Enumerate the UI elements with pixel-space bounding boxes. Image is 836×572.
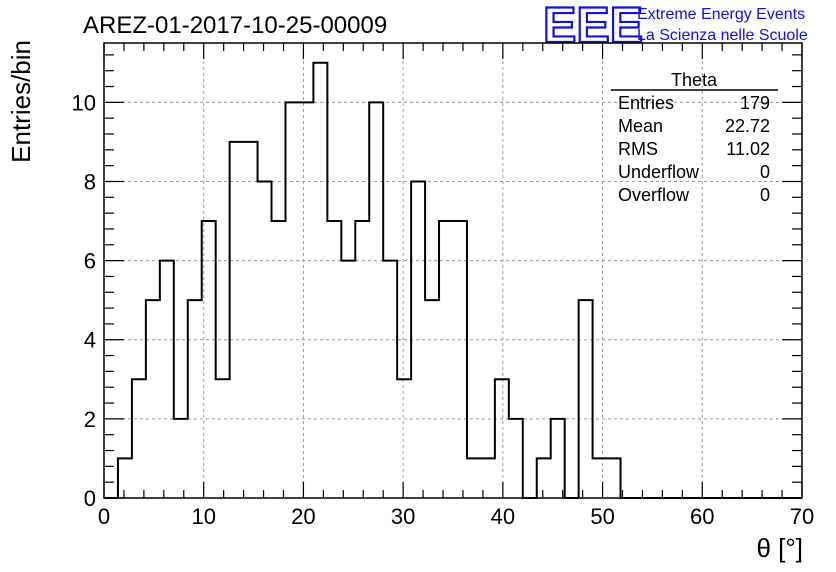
logo-mark: EEE	[543, 0, 643, 53]
axis-ticks	[103, 43, 803, 499]
y-axis-title: Entries/bin	[6, 40, 36, 163]
x-tick-label: 30	[391, 504, 415, 529]
y-tick-label: 10	[72, 90, 96, 115]
stats-value: 0	[760, 162, 770, 182]
logo: EEE Extreme Energy Events La Scienza nel…	[542, 0, 808, 54]
logo-line-1: Extreme Energy Events	[637, 6, 805, 23]
stats-label: Entries	[618, 93, 674, 113]
y-tick-label: 2	[84, 407, 96, 432]
x-tick-labels: 0 10 20 30 40 50 60 70	[98, 504, 814, 529]
stats-label: Overflow	[618, 185, 690, 205]
x-tick-label: 40	[491, 504, 515, 529]
stats-value: 179	[740, 93, 770, 113]
stats-label: RMS	[618, 139, 658, 159]
stats-value: 22.72	[725, 116, 770, 136]
stats-value: 0	[760, 185, 770, 205]
y-tick-labels: 0 2 4 6 8 10	[72, 90, 96, 511]
x-axis-title: θ [°]	[756, 533, 803, 563]
stats-value: 11.02	[726, 139, 770, 159]
stats-title: Theta	[671, 70, 718, 90]
x-tick-label: 60	[690, 504, 714, 529]
x-tick-label: 0	[98, 504, 110, 529]
stats-label: Underflow	[618, 162, 700, 182]
y-tick-label: 4	[84, 328, 96, 353]
histogram-outline	[104, 61, 802, 499]
y-tick-label: 0	[84, 486, 96, 511]
x-tick-label: 70	[790, 504, 814, 529]
stats-box: Theta Entries 179 Mean 22.72 RMS 11.02 Underfl…	[611, 70, 778, 205]
chart-title: AREZ-01-2017-10-25-00009	[83, 12, 387, 39]
stats-label: Mean	[618, 116, 663, 136]
y-tick-label: 8	[84, 169, 96, 194]
x-tick-label: 50	[590, 504, 614, 529]
grid	[104, 43, 802, 498]
logo-line-2: La Scienza nelle Scuole	[637, 27, 808, 44]
plot-frame	[103, 42, 803, 499]
y-tick-label: 6	[84, 249, 96, 274]
x-tick-label: 10	[191, 504, 215, 529]
x-tick-label: 20	[291, 504, 315, 529]
